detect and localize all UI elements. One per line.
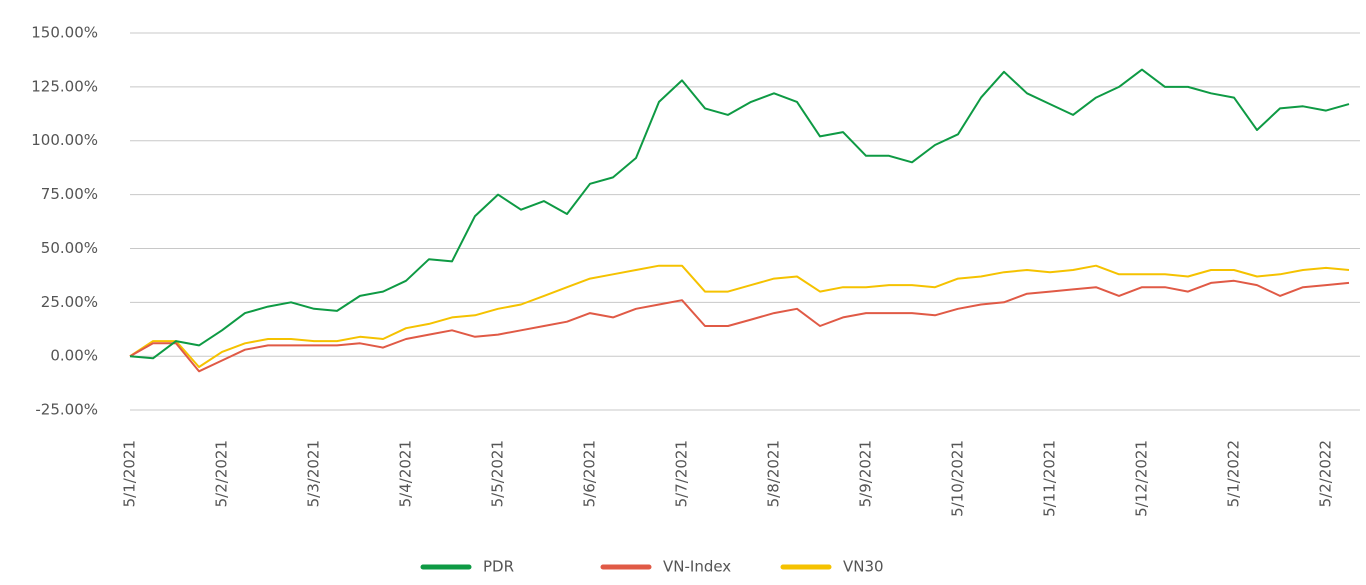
x-tick-label: 5/1/2022 — [1225, 440, 1243, 507]
y-tick-label: 25.00% — [41, 293, 98, 311]
series-line — [129, 68, 1350, 360]
y-tick-label: -25.00% — [35, 401, 98, 419]
y-tick-label: 150.00% — [31, 24, 98, 42]
x-tick-label: 5/3/2021 — [305, 440, 323, 507]
x-tick-label: 5/4/2021 — [397, 440, 415, 507]
series-line — [129, 279, 1350, 373]
x-tick-label: 5/8/2021 — [765, 440, 783, 507]
x-tick-label: 5/9/2021 — [857, 440, 875, 507]
legend-label: PDR — [483, 558, 514, 576]
x-tick-label: 5/2/2022 — [1317, 440, 1335, 507]
x-tick-label: 5/12/2021 — [1133, 440, 1151, 517]
y-tick-label: 0.00% — [50, 347, 98, 365]
series-line — [129, 264, 1350, 368]
x-tick-label: 5/1/2021 — [121, 440, 139, 507]
y-tick-label: 50.00% — [41, 239, 98, 257]
x-tick-label: 5/5/2021 — [489, 440, 507, 507]
legend-label: VN-Index — [663, 558, 731, 576]
y-tick-label: 100.00% — [31, 131, 98, 149]
x-tick-label: 5/7/2021 — [673, 440, 691, 507]
legend-label: VN30 — [843, 558, 884, 576]
x-tick-label: 5/11/2021 — [1041, 440, 1059, 517]
x-tick-label: 5/2/2021 — [213, 440, 231, 507]
y-tick-label: 125.00% — [31, 77, 98, 95]
y-tick-label: 75.00% — [41, 185, 98, 203]
x-tick-label: 5/10/2021 — [949, 440, 967, 517]
x-tick-label: 5/6/2021 — [581, 440, 599, 507]
